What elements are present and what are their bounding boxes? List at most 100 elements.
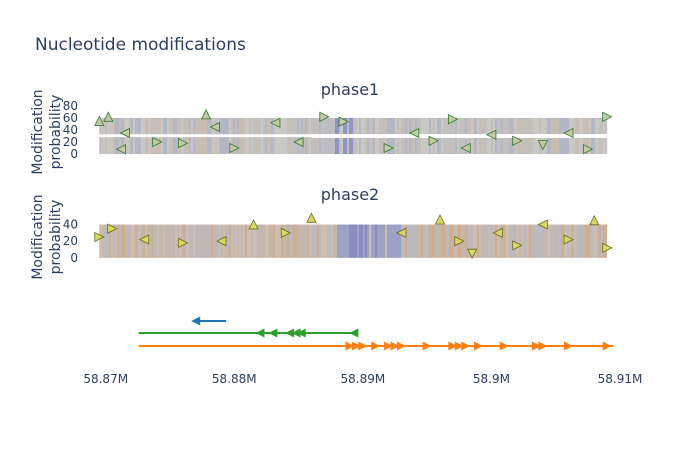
triangle-marker: [589, 214, 600, 226]
gene-exon-marker: [531, 341, 541, 351]
modification-streak: [559, 224, 561, 258]
modification-streak: [359, 224, 361, 258]
modification-streak: [533, 137, 535, 154]
modification-streak: [569, 137, 571, 154]
modification-streak: [593, 118, 595, 135]
modification-streak: [599, 137, 601, 154]
modification-streak: [457, 118, 459, 135]
modification-streak: [131, 137, 133, 154]
modification-streak: [267, 137, 269, 154]
modification-streak: [297, 224, 299, 258]
modification-streak: [523, 224, 525, 258]
modification-streak: [233, 224, 235, 258]
modification-streak: [489, 224, 491, 258]
modification-streak: [381, 118, 383, 135]
modification-streak: [127, 224, 129, 258]
modification-streak: [329, 118, 331, 135]
modification-streak: [553, 137, 555, 154]
chart-title: Nucleotide modifications: [35, 35, 246, 55]
modification-streak: [321, 137, 323, 154]
modification-streak: [195, 137, 197, 154]
x-tick-label: 58.91M: [598, 372, 643, 386]
modification-streak: [405, 118, 407, 135]
modification-streak: [145, 137, 147, 154]
y-tick-label: 80: [63, 99, 78, 113]
modification-streak: [527, 137, 529, 154]
triangle-marker: [428, 135, 439, 146]
modification-streak: [261, 137, 263, 154]
modification-streak: [271, 137, 273, 154]
modification-streak: [413, 118, 415, 135]
modification-streak: [477, 118, 479, 135]
modification-streak: [133, 137, 135, 154]
modification-streak: [523, 137, 525, 154]
modification-streak: [217, 137, 219, 154]
triangle-marker: [103, 111, 114, 122]
modification-streak: [533, 118, 535, 135]
modification-streak: [579, 224, 581, 258]
modification-streak: [347, 118, 349, 135]
modification-streak: [285, 224, 287, 258]
modification-streak: [395, 224, 397, 258]
modification-streak: [229, 224, 231, 258]
modification-streak: [281, 137, 283, 154]
modification-streak: [275, 137, 277, 154]
modification-streak: [149, 224, 151, 258]
modification-streak: [357, 224, 359, 258]
triangle-marker: [152, 136, 163, 148]
modification-streak: [491, 118, 493, 135]
modification-streak: [589, 224, 591, 258]
modification-streak: [445, 137, 447, 154]
modification-streak: [423, 118, 425, 135]
modification-streak: [345, 224, 347, 258]
modification-streak: [547, 224, 549, 258]
modification-streak: [453, 137, 455, 154]
y-axis-label-phase2-line2: probability: [48, 200, 64, 275]
modification-streak: [559, 137, 561, 154]
modification-streak: [315, 224, 317, 258]
modification-streak: [401, 118, 403, 135]
modification-streak: [415, 224, 417, 258]
modification-streak: [595, 224, 597, 258]
modification-streak: [449, 224, 451, 258]
gene-exon-marker: [345, 341, 355, 351]
modification-streak: [579, 118, 581, 135]
modification-streak: [109, 137, 111, 154]
modification-streak: [417, 224, 419, 258]
triangle-marker: [512, 135, 523, 146]
modification-streak: [151, 137, 153, 154]
modification-streak: [285, 137, 287, 154]
modification-streak: [225, 137, 227, 154]
triangle-marker: [602, 111, 613, 122]
modification-streak: [347, 224, 349, 258]
modification-streak: [583, 224, 585, 258]
modification-streak: [431, 224, 433, 258]
modification-streak: [391, 137, 393, 154]
modification-streak: [401, 224, 403, 258]
modification-streak: [447, 224, 449, 258]
gene-exon-marker: [474, 341, 484, 351]
modification-streak: [553, 118, 555, 135]
modification-streak: [535, 137, 537, 154]
modification-streak: [197, 137, 199, 154]
modification-streak: [437, 224, 439, 258]
modification-streak: [321, 224, 323, 258]
modification-streak: [565, 137, 567, 154]
triangle-marker: [602, 242, 613, 253]
modification-streak: [397, 118, 399, 135]
modification-streak: [207, 118, 209, 135]
modification-streak: [585, 224, 587, 258]
modification-streak: [193, 118, 195, 135]
modification-streak: [169, 137, 171, 154]
modification-streak: [549, 118, 551, 135]
modification-streak: [191, 118, 193, 135]
gene-exon-marker: [422, 341, 432, 351]
modification-streak: [313, 118, 315, 135]
modification-streak: [227, 137, 229, 154]
modification-streak: [303, 224, 305, 258]
modification-streak: [253, 118, 255, 135]
modification-streak: [201, 224, 203, 258]
modification-streak: [243, 118, 245, 135]
modification-streak: [595, 137, 597, 154]
modification-streak: [355, 224, 357, 258]
